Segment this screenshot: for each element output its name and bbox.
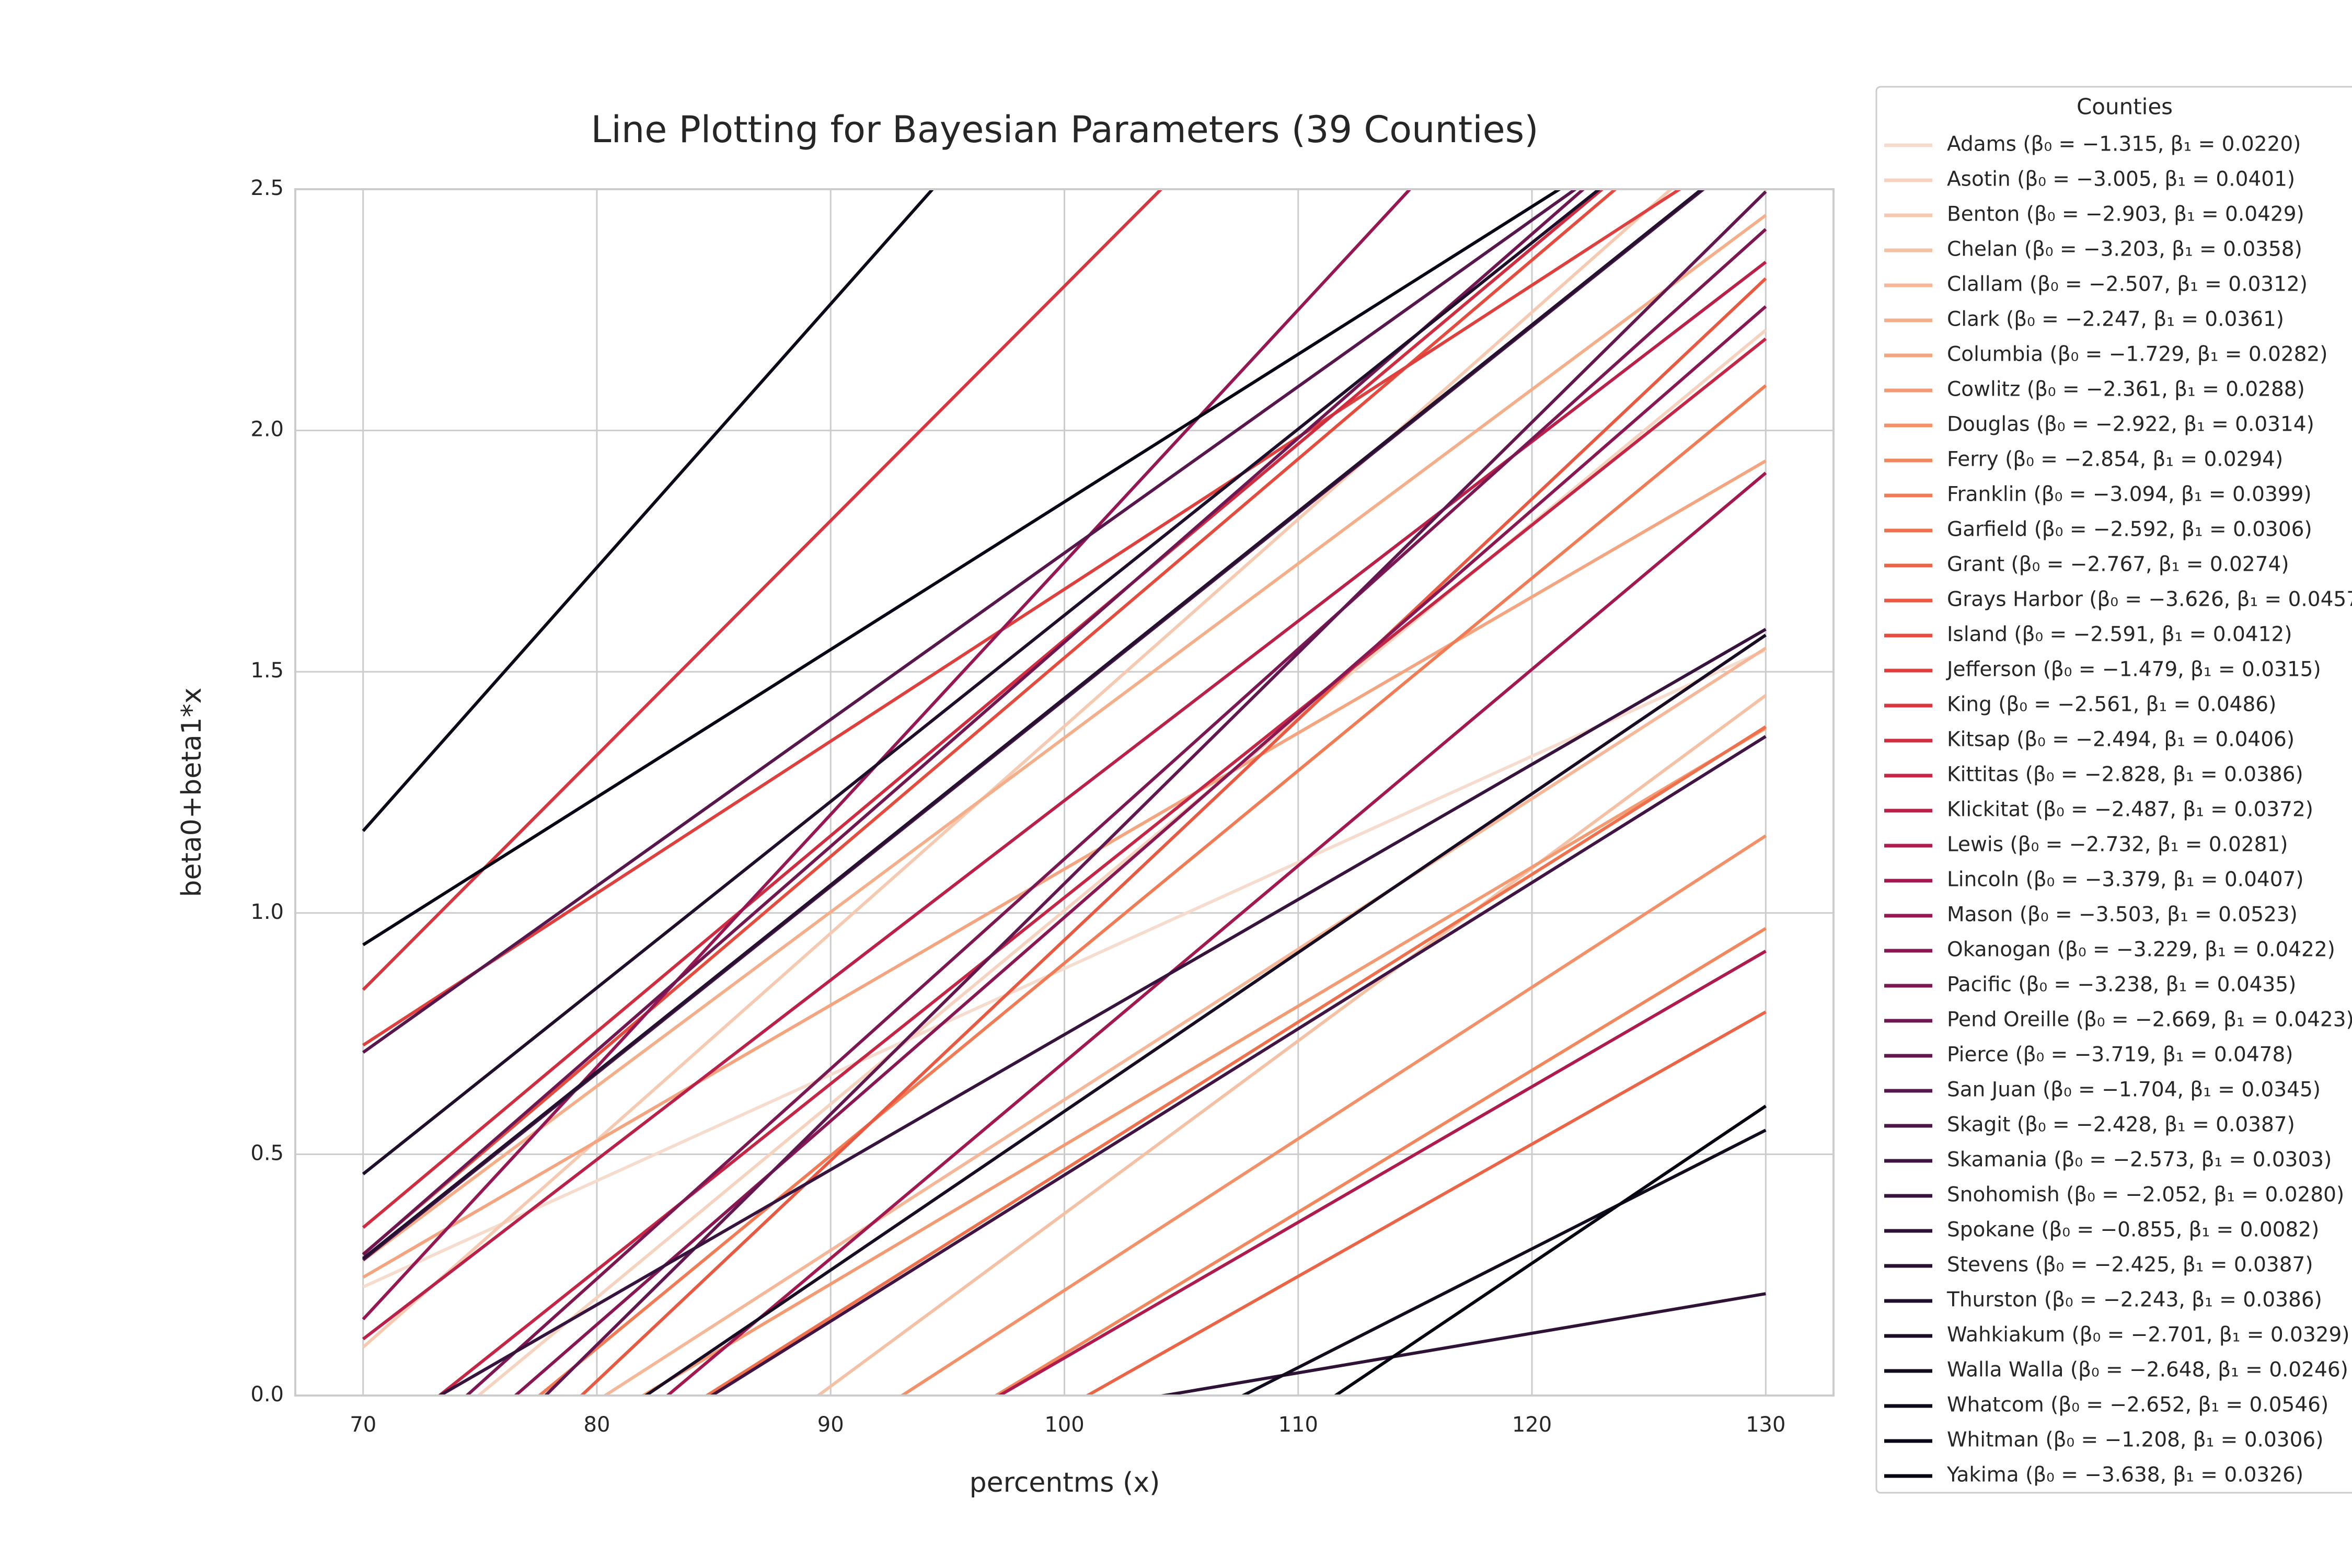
series-line	[704, 725, 1767, 1396]
x-tick-label: 70	[350, 1413, 376, 1437]
series-line	[362, 189, 1704, 1260]
legend-label: Benton (β₀ = −2.903, β₁ = 0.0429)	[1947, 203, 2304, 226]
legend-label: Thurston (β₀ = −2.243, β₁ = 0.0386)	[1946, 1288, 2322, 1312]
series-line	[362, 189, 1163, 991]
legend-label: Grays Harbor (β₀ = −3.626, β₁ = 0.0457)	[1947, 588, 2352, 612]
series-line	[579, 277, 1767, 1396]
legend-label: Snohomish (β₀ = −2.052, β₁ = 0.0280)	[1947, 1183, 2344, 1207]
legend-label: Franklin (β₀ = −3.094, β₁ = 0.0399)	[1947, 483, 2312, 506]
legend-label: Stevens (β₀ = −2.425, β₁ = 0.0387)	[1947, 1253, 2313, 1277]
x-tick-label: 130	[1746, 1413, 1785, 1437]
series-line	[665, 471, 1767, 1396]
legend-label: Whatcom (β₀ = −2.652, β₁ = 0.0546)	[1947, 1393, 2328, 1417]
legend-label: Klickitat (β₀ = −2.487, β₁ = 0.0372)	[1947, 798, 2313, 822]
series-line	[362, 189, 1563, 947]
y-tick-label: 2.5	[250, 176, 284, 200]
legend-label: Pend Oreille (β₀ = −2.669, β₁ = 0.0423)	[1947, 1008, 2352, 1032]
series-line	[436, 337, 1767, 1396]
legend-label: Lincoln (β₀ = −3.379, β₁ = 0.0407)	[1947, 868, 2304, 892]
plot-lines	[362, 189, 1767, 1396]
series-line	[709, 735, 1767, 1396]
legend-label: Okanogan (β₀ = −3.229, β₁ = 0.0422)	[1947, 938, 2335, 962]
series-line	[362, 261, 1767, 1341]
series-line	[1155, 1292, 1766, 1396]
legend-label: Ferry (β₀ = −2.854, β₁ = 0.0294)	[1947, 448, 2283, 471]
legend-label: King (β₀ = −2.561, β₁ = 0.0486)	[1947, 693, 2276, 717]
series-line	[1332, 1104, 1767, 1396]
legend-label: Island (β₀ = −2.591, β₁ = 0.0412)	[1947, 623, 2292, 647]
x-tick-label: 80	[584, 1413, 610, 1437]
x-tick-label: 90	[817, 1413, 844, 1437]
series-line	[643, 633, 1767, 1396]
y-tick-label: 2.0	[250, 418, 284, 442]
legend: Counties Adams (β₀ = −1.315, β₁ = 0.0220…	[1875, 86, 2352, 1494]
y-tick-label: 0.0	[250, 1382, 284, 1406]
plot-frame	[294, 188, 1835, 1397]
legend-label: Wahkiakum (β₀ = −2.701, β₁ = 0.0329)	[1947, 1323, 2350, 1347]
legend-label: Pierce (β₀ = −3.719, β₁ = 0.0478)	[1947, 1043, 2293, 1067]
series-line	[362, 189, 1586, 1256]
legend-label: Clark (β₀ = −2.247, β₁ = 0.0361)	[1947, 308, 2284, 331]
series-line	[640, 727, 1767, 1396]
chart-title: Line Plotting for Bayesian Parameters (3…	[591, 108, 1538, 151]
series-line	[436, 628, 1767, 1396]
legend-label: Chelan (β₀ = −3.203, β₁ = 0.0358)	[1947, 238, 2302, 261]
legend-label: Columbia (β₀ = −1.729, β₁ = 0.0282)	[1947, 343, 2328, 366]
series-line	[362, 189, 1618, 1255]
series-line	[362, 214, 1767, 1262]
x-axis-label: percentms (x)	[970, 1467, 1160, 1498]
x-tick-label: 100	[1044, 1413, 1084, 1437]
series-line	[362, 189, 1412, 1321]
legend-label: Jefferson (β₀ = −1.479, β₁ = 0.0315)	[1945, 658, 2321, 682]
series-line	[1084, 1010, 1767, 1396]
series-line	[362, 189, 1683, 1047]
series-line	[537, 384, 1767, 1396]
y-axis-label: beta0+beta1*x	[176, 687, 207, 897]
series-line	[362, 189, 1602, 1175]
series-line	[513, 305, 1767, 1396]
legend-label: Skamania (β₀ = −2.573, β₁ = 0.0303)	[1947, 1148, 2332, 1172]
y-tick-label: 1.0	[250, 900, 284, 924]
series-line	[362, 189, 1578, 1054]
legend-label: Pacific (β₀ = −3.238, β₁ = 0.0435)	[1947, 973, 2296, 997]
legend-label: Adams (β₀ = −1.315, β₁ = 0.0220)	[1947, 133, 2301, 156]
x-tick-label: 120	[1512, 1413, 1552, 1437]
series-line	[362, 648, 1767, 1289]
y-tick-label: 1.5	[250, 659, 284, 683]
legend-title: Counties	[2077, 94, 2173, 120]
legend-label: Grant (β₀ = −2.767, β₁ = 0.0274)	[1947, 553, 2289, 577]
series-line	[996, 950, 1767, 1396]
legend-label: Clallam (β₀ = −2.507, β₁ = 0.0312)	[1947, 273, 2308, 296]
legend-box	[1875, 86, 2352, 1494]
legend-label: Douglas (β₀ = −2.922, β₁ = 0.0314)	[1947, 413, 2314, 436]
series-line	[362, 189, 935, 832]
legend-label: Mason (β₀ = −3.503, β₁ = 0.0523)	[1947, 903, 2298, 927]
legend-label: Walla Walla (β₀ = −2.648, β₁ = 0.0246)	[1947, 1358, 2348, 1382]
series-line	[602, 647, 1767, 1396]
legend-label: Whitman (β₀ = −1.208, β₁ = 0.0306)	[1947, 1428, 2323, 1452]
series-line	[1239, 1128, 1767, 1396]
series-line	[993, 927, 1767, 1396]
legend-label: San Juan (β₀ = −1.704, β₁ = 0.0345)	[1947, 1078, 2321, 1102]
legend-label: Asotin (β₀ = −3.005, β₁ = 0.0401)	[1947, 168, 2295, 191]
legend-label: Spokane (β₀ = −0.855, β₁ = 0.0082)	[1947, 1218, 2319, 1242]
series-line	[362, 189, 1605, 1229]
series-line	[464, 228, 1767, 1396]
legend-label: Lewis (β₀ = −2.732, β₁ = 0.0281)	[1947, 833, 2288, 857]
legend-label: Skagit (β₀ = −2.428, β₁ = 0.0387)	[1947, 1113, 2295, 1137]
x-tick-label: 110	[1278, 1413, 1318, 1437]
y-tick-label: 0.5	[250, 1141, 284, 1165]
legend-label: Garfield (β₀ = −2.592, β₁ = 0.0306)	[1947, 518, 2312, 541]
series-line	[362, 459, 1767, 1279]
series-line	[543, 190, 1767, 1396]
legend-label: Cowlitz (β₀ = −2.361, β₁ = 0.0288)	[1947, 378, 2305, 401]
series-line	[899, 834, 1767, 1396]
legend-label: Kittitas (β₀ = −2.828, β₁ = 0.0386)	[1947, 763, 2303, 787]
legend-label: Yakima (β₀ = −3.638, β₁ = 0.0326)	[1946, 1463, 2303, 1487]
legend-label: Kitsap (β₀ = −2.494, β₁ = 0.0406)	[1947, 728, 2295, 752]
